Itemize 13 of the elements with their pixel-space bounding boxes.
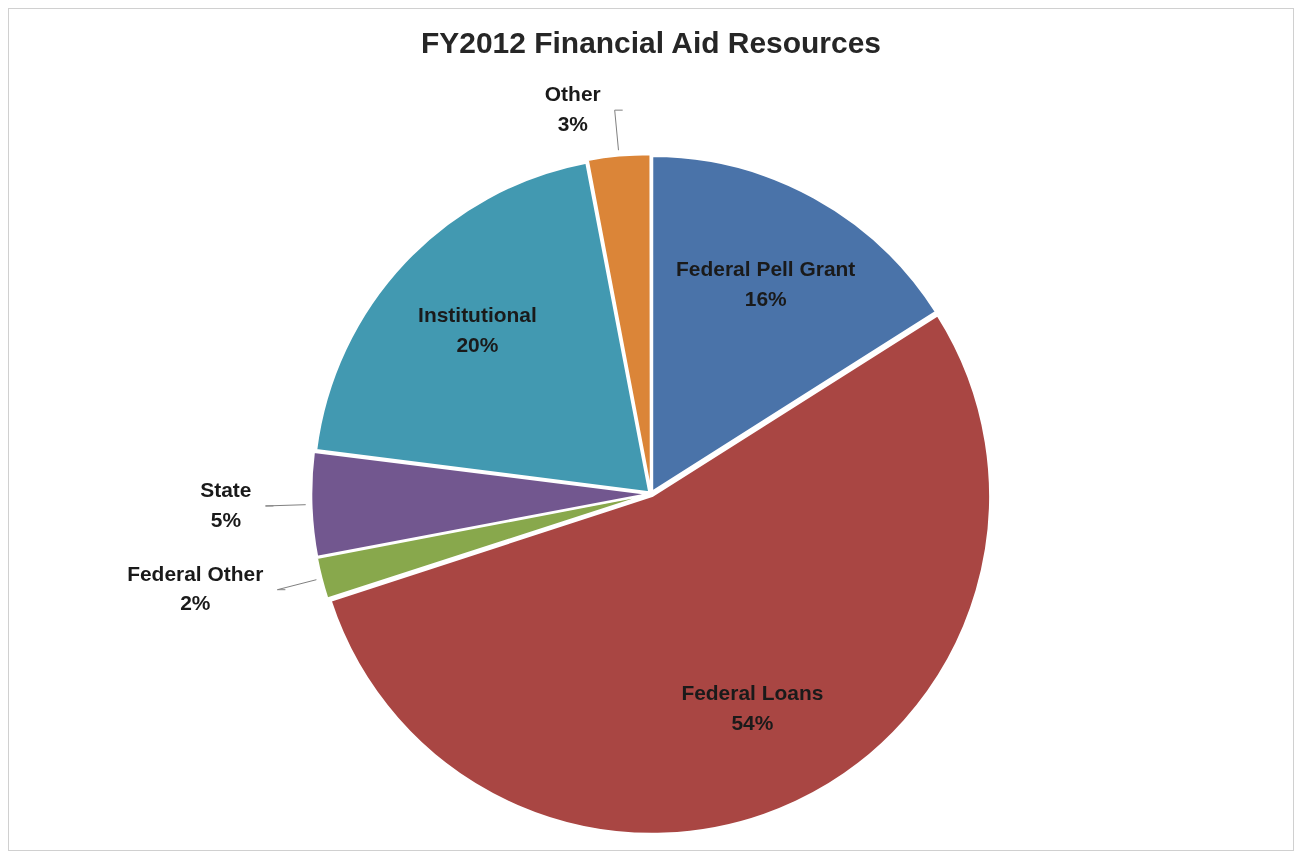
- data-label: 20%: [456, 332, 499, 356]
- data-label: 2%: [180, 591, 211, 615]
- data-label: 54%: [731, 710, 774, 734]
- slice-label: Federal Other: [127, 561, 264, 585]
- slice-label: Other: [544, 81, 601, 105]
- data-label: 5%: [210, 507, 242, 531]
- chart-title: FY2012 Financial Aid Resources: [421, 26, 881, 60]
- data-label: 3%: [557, 111, 589, 135]
- data-label: 16%: [744, 287, 788, 311]
- slice-label: Institutional: [418, 302, 537, 326]
- slice-label: Federal Loans: [681, 680, 824, 704]
- slice-label: State: [200, 477, 252, 501]
- slice-label: Federal Pell Grant: [676, 257, 856, 281]
